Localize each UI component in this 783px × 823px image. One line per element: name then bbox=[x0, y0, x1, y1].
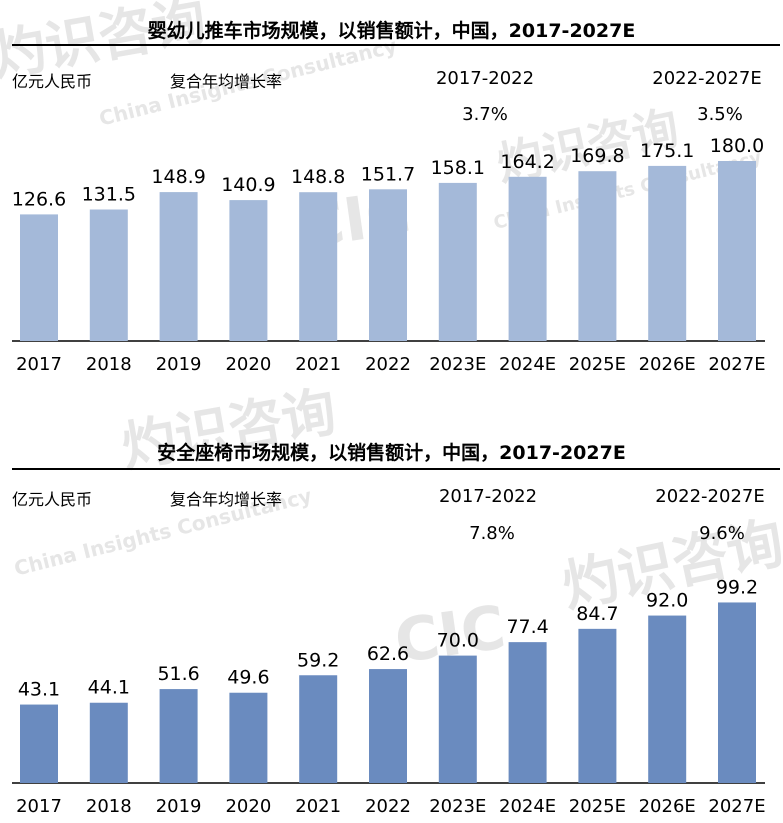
cagr-value-2: 3.5% bbox=[697, 104, 743, 125]
cagr-period-1: 2017-2022 bbox=[435, 68, 535, 89]
x-tick-label: 2022 bbox=[365, 796, 411, 817]
x-tick-label: 2018 bbox=[86, 796, 132, 817]
x-tick-label: 2023E bbox=[429, 354, 486, 375]
bar bbox=[89, 702, 128, 783]
bar-value-label: 148.9 bbox=[151, 166, 205, 188]
bar bbox=[508, 176, 547, 341]
bar-value-label: 84.7 bbox=[576, 603, 618, 625]
cagr-period-1: 2017-2022 bbox=[438, 486, 538, 507]
bar bbox=[89, 209, 128, 341]
bar bbox=[438, 182, 477, 341]
bar-value-label: 77.4 bbox=[506, 616, 548, 638]
bar-value-label: 175.1 bbox=[640, 140, 694, 162]
y-unit-label: 亿元人民币 bbox=[12, 72, 93, 91]
x-tick-label: 2025E bbox=[569, 796, 626, 817]
bar-value-label: 158.1 bbox=[431, 157, 485, 179]
chart-title: 安全座椅市场规模，以销售额计，中国，2017-2027E bbox=[157, 442, 626, 464]
bar bbox=[159, 192, 198, 341]
bar bbox=[159, 689, 198, 783]
x-tick-label: 2021 bbox=[295, 354, 341, 375]
cagr-value-1: 3.7% bbox=[462, 104, 508, 125]
x-tick-label: 2023E bbox=[429, 796, 486, 817]
bar-value-label: 43.1 bbox=[18, 679, 60, 701]
bar bbox=[229, 692, 268, 783]
cagr-label: 复合年均增长率 bbox=[170, 490, 283, 509]
bar-value-label: 169.8 bbox=[570, 145, 624, 167]
bar-value-label: 59.2 bbox=[297, 649, 339, 671]
x-tick-label: 2025E bbox=[569, 354, 626, 375]
cagr-period-2: 2022-2027E bbox=[652, 68, 762, 89]
bar bbox=[718, 161, 756, 341]
y-unit-label: 亿元人民币 bbox=[12, 490, 93, 509]
bar bbox=[20, 214, 58, 341]
cagr-label: 复合年均增长率 bbox=[170, 72, 283, 91]
x-tick-label: 2017 bbox=[16, 354, 62, 375]
x-tick-label: 2026E bbox=[639, 354, 696, 375]
x-tick-label: 2024E bbox=[499, 796, 556, 817]
x-tick-label: 2027E bbox=[708, 796, 765, 817]
x-tick-label: 2021 bbox=[295, 796, 341, 817]
bar-value-label: 148.8 bbox=[291, 166, 345, 188]
x-tick-label: 2018 bbox=[86, 354, 132, 375]
chart-panel-stroller: 婴幼儿推车市场规模，以销售额计，中国，2017-2027E 亿元人民币 复合年均… bbox=[0, 0, 783, 400]
bar bbox=[369, 189, 407, 341]
bar-value-label: 164.2 bbox=[500, 151, 554, 173]
x-tick-label: 2022 bbox=[365, 354, 411, 375]
bar-value-label: 70.0 bbox=[437, 630, 479, 652]
bar bbox=[508, 642, 547, 783]
bar bbox=[20, 704, 58, 783]
bar-value-label: 99.2 bbox=[716, 576, 758, 598]
cagr-value-1: 7.8% bbox=[469, 523, 515, 544]
bar bbox=[578, 628, 617, 783]
title-divider bbox=[12, 468, 780, 470]
bar-value-label: 151.7 bbox=[361, 163, 415, 185]
x-tick-label: 2020 bbox=[225, 796, 271, 817]
bar-value-label: 51.6 bbox=[157, 663, 199, 685]
bar bbox=[648, 615, 687, 783]
bar bbox=[229, 200, 268, 341]
bar-value-label: 126.6 bbox=[12, 188, 66, 210]
bar bbox=[369, 669, 407, 783]
x-tick-label: 2017 bbox=[16, 796, 62, 817]
bar bbox=[299, 675, 338, 783]
bar-value-label: 131.5 bbox=[82, 184, 136, 206]
x-tick-label: 2027E bbox=[708, 354, 765, 375]
bar-value-label: 140.9 bbox=[221, 174, 275, 196]
bar bbox=[299, 192, 338, 341]
x-tick-label: 2024E bbox=[499, 354, 556, 375]
bar bbox=[718, 602, 756, 783]
x-tick-label: 2020 bbox=[225, 354, 271, 375]
bar-value-label: 180.0 bbox=[710, 135, 764, 157]
bar bbox=[578, 171, 617, 341]
bar-value-label: 44.1 bbox=[88, 677, 130, 699]
bar-chart-stroller: 126.6 2017 131.5 2018 148.9 2019 140.9 2020 148.… bbox=[12, 135, 766, 375]
bar-value-label: 92.0 bbox=[646, 590, 688, 612]
bar-value-label: 62.6 bbox=[367, 643, 409, 665]
title-divider bbox=[12, 44, 780, 46]
cagr-period-2: 2022-2027E bbox=[655, 486, 765, 507]
x-tick-label: 2019 bbox=[156, 796, 202, 817]
bar bbox=[438, 655, 477, 783]
bar-value-label: 49.6 bbox=[227, 667, 269, 689]
x-tick-label: 2026E bbox=[639, 796, 696, 817]
cagr-value-2: 9.6% bbox=[699, 523, 745, 544]
x-tick-label: 2019 bbox=[156, 354, 202, 375]
chart-title: 婴幼儿推车市场规模，以销售额计，中国，2017-2027E bbox=[147, 20, 636, 42]
bar bbox=[648, 165, 687, 341]
